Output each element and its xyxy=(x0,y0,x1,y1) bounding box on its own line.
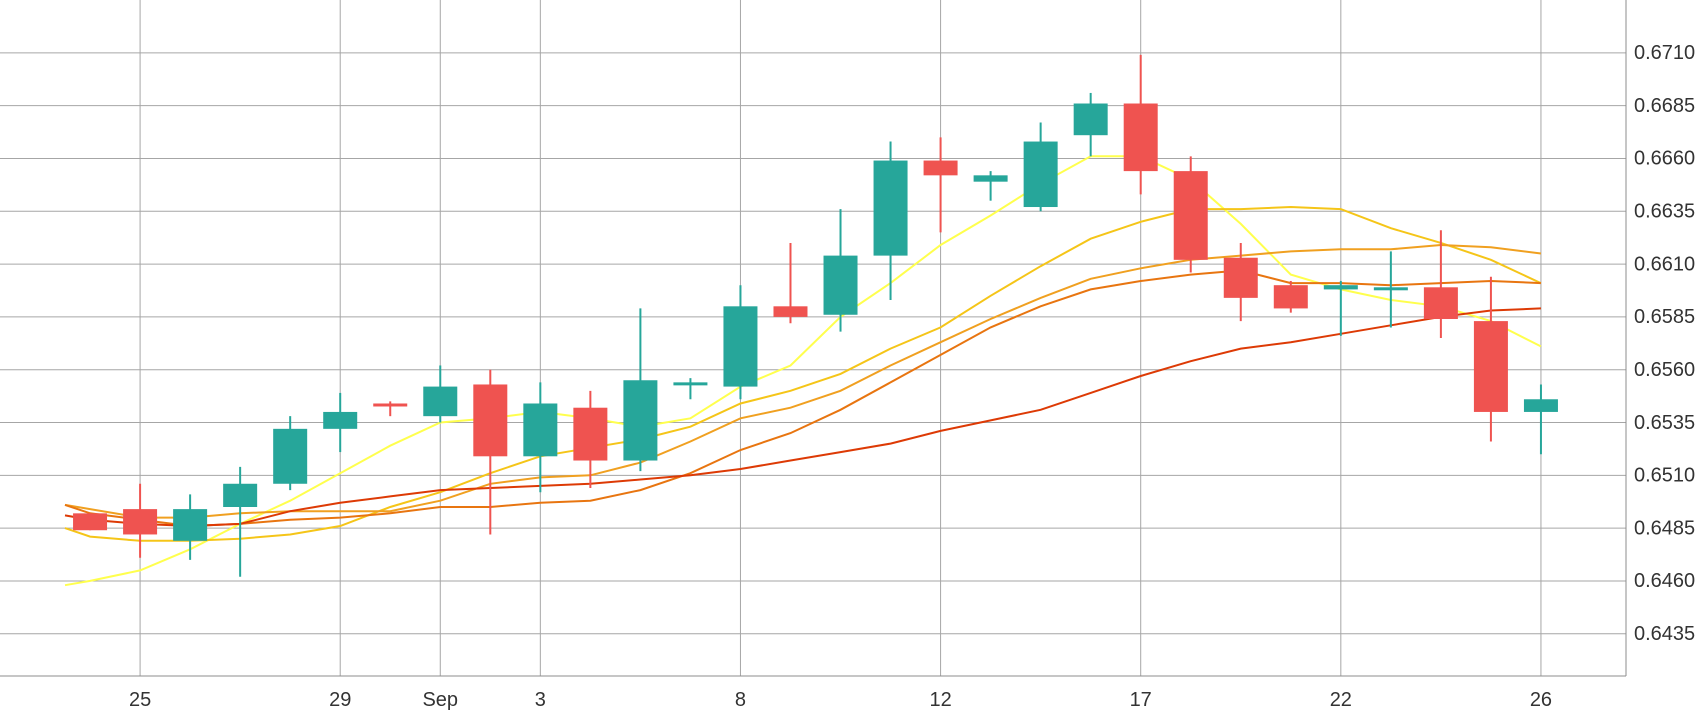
candle-up xyxy=(623,308,658,472)
candle-up xyxy=(1073,92,1108,157)
candle-body xyxy=(1423,287,1458,319)
candle-up xyxy=(673,378,708,400)
candle-up xyxy=(1523,384,1558,455)
candle-up xyxy=(323,392,358,453)
candle-body xyxy=(423,386,458,417)
y-tick-label: 0.6510 xyxy=(1634,465,1695,487)
candle-up xyxy=(1323,280,1358,336)
candle-body xyxy=(1173,171,1208,260)
x-tick-label: 17 xyxy=(1130,689,1152,711)
candle-body xyxy=(223,483,258,507)
candle-body xyxy=(1073,103,1108,136)
candle-body xyxy=(923,160,958,176)
x-tick-label: 3 xyxy=(535,689,546,711)
candle-body xyxy=(523,403,558,457)
x-tick-label: 25 xyxy=(129,689,151,711)
candle-down xyxy=(1123,54,1158,195)
candle-up xyxy=(823,209,858,332)
y-tick-label: 0.6635 xyxy=(1634,201,1695,223)
candle-body xyxy=(1123,103,1158,172)
candle-down xyxy=(923,137,958,233)
moving-average-line-2 xyxy=(64,205,1542,542)
y-tick-label: 0.6435 xyxy=(1634,623,1695,645)
candle-body xyxy=(1473,321,1508,412)
candle-down xyxy=(573,390,608,488)
candle-down xyxy=(773,242,808,324)
candle-down xyxy=(123,483,158,558)
candle-down xyxy=(373,401,408,417)
candle-down xyxy=(1173,156,1208,273)
candle-body xyxy=(823,255,858,315)
x-tick-label: 26 xyxy=(1530,689,1552,711)
x-tick-label: Sep xyxy=(422,689,458,711)
candle-body xyxy=(1373,287,1408,291)
candle-body xyxy=(573,407,608,461)
candle-down xyxy=(73,513,108,531)
candle-up xyxy=(1373,251,1408,328)
candle-down xyxy=(1473,276,1508,442)
y-tick-label: 0.6535 xyxy=(1634,412,1695,434)
candle-body xyxy=(373,403,408,407)
moving-average-line-5 xyxy=(64,307,1541,528)
candle-down xyxy=(1273,280,1308,313)
y-tick-label: 0.6460 xyxy=(1634,570,1695,592)
y-tick-label: 0.6585 xyxy=(1634,306,1695,328)
moving-average-lines xyxy=(64,155,1542,587)
candle-up xyxy=(973,171,1008,201)
grid xyxy=(0,0,1626,676)
candle-body xyxy=(1523,399,1558,412)
candle-up xyxy=(873,141,908,300)
candle-body xyxy=(773,306,808,317)
candle-body xyxy=(1323,285,1358,290)
candle-body xyxy=(273,428,308,484)
candle-down xyxy=(473,369,508,535)
candle-body xyxy=(1273,285,1308,309)
candle-up xyxy=(723,285,758,400)
axes: 0.6710 0.6685 0.6660 0.6635 0.6610 0.6585 0.65… xyxy=(0,0,1695,711)
candle-body xyxy=(1223,257,1258,298)
x-tick-label: 8 xyxy=(735,689,746,711)
candle-body xyxy=(723,306,758,387)
candle-down xyxy=(1423,230,1458,338)
x-tick-label: 22 xyxy=(1330,689,1352,711)
candle-body xyxy=(1023,141,1058,208)
y-tick-label: 0.6610 xyxy=(1634,253,1695,275)
candle-up xyxy=(273,416,308,491)
y-tick-label: 0.6710 xyxy=(1634,42,1695,64)
candle-body xyxy=(173,509,208,541)
candle-up xyxy=(523,382,558,493)
moving-average-line-1 xyxy=(64,155,1542,587)
candle-body xyxy=(673,382,708,386)
x-tick-label: 29 xyxy=(329,689,351,711)
candle-up xyxy=(223,466,258,577)
candles xyxy=(73,54,1558,577)
candle-body xyxy=(473,384,508,457)
candle-body xyxy=(73,513,108,531)
y-tick-label: 0.6485 xyxy=(1634,517,1695,539)
candle-body xyxy=(623,380,658,461)
candle-up xyxy=(173,494,208,560)
candle-body xyxy=(873,160,908,256)
candle-down xyxy=(1223,242,1258,322)
y-tick-label: 0.6560 xyxy=(1634,359,1695,381)
candle-body xyxy=(323,411,358,429)
candle-up xyxy=(423,365,458,423)
candle-body xyxy=(123,509,158,535)
y-tick-label: 0.6685 xyxy=(1634,95,1695,117)
y-tick-label: 0.6660 xyxy=(1634,148,1695,170)
candle-body xyxy=(973,175,1008,182)
candle-up xyxy=(1023,122,1058,212)
x-tick-label: 12 xyxy=(929,689,951,711)
